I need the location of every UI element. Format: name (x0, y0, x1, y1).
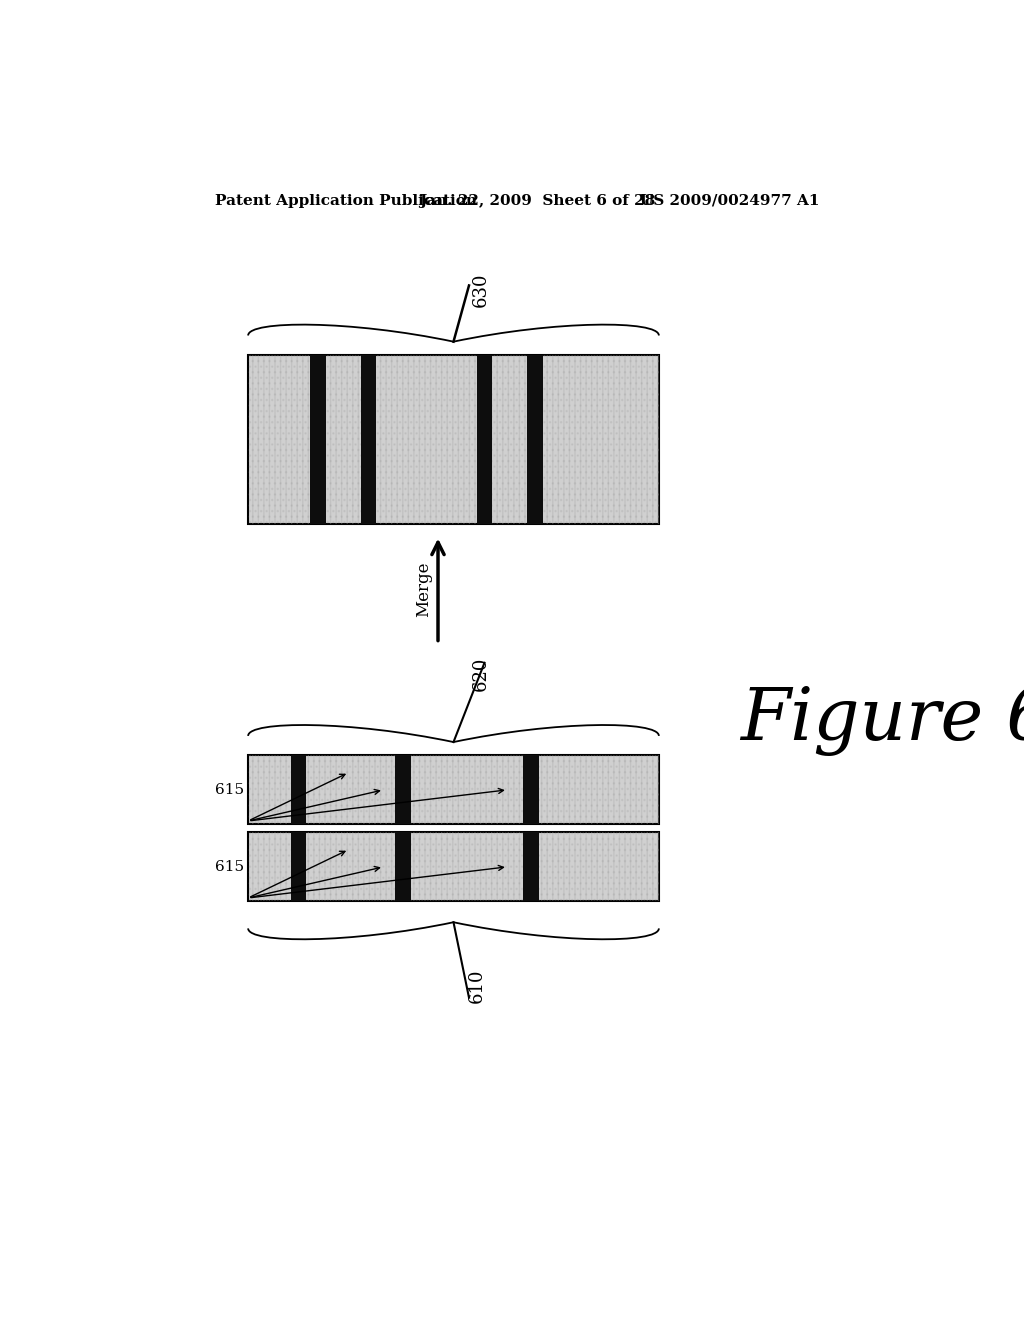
Bar (360, 355, 376, 524)
Bar (395, 832, 411, 902)
Bar (248, 355, 658, 524)
Text: 615: 615 (215, 783, 245, 797)
Bar (248, 355, 658, 524)
Bar (395, 755, 411, 825)
Bar (248, 355, 658, 524)
Text: Figure 6: Figure 6 (740, 685, 1024, 756)
Bar (527, 355, 543, 524)
Text: 620: 620 (472, 657, 489, 692)
Bar (477, 355, 493, 524)
Bar (248, 832, 658, 902)
Text: Merge: Merge (415, 562, 432, 618)
Bar (248, 755, 658, 825)
Bar (291, 755, 306, 825)
Bar (310, 355, 326, 524)
Text: 615: 615 (215, 859, 245, 874)
Bar (248, 755, 658, 825)
Text: 630: 630 (472, 272, 489, 306)
Text: US 2009/0024977 A1: US 2009/0024977 A1 (640, 194, 819, 207)
Bar (523, 755, 539, 825)
Bar (248, 832, 658, 902)
Bar (523, 832, 539, 902)
Text: Jan. 22, 2009  Sheet 6 of 28: Jan. 22, 2009 Sheet 6 of 28 (419, 194, 655, 207)
Bar (291, 832, 306, 902)
Bar (248, 832, 658, 902)
Text: 610: 610 (468, 969, 485, 1003)
Bar (248, 755, 658, 825)
Text: Patent Application Publication: Patent Application Publication (215, 194, 477, 207)
